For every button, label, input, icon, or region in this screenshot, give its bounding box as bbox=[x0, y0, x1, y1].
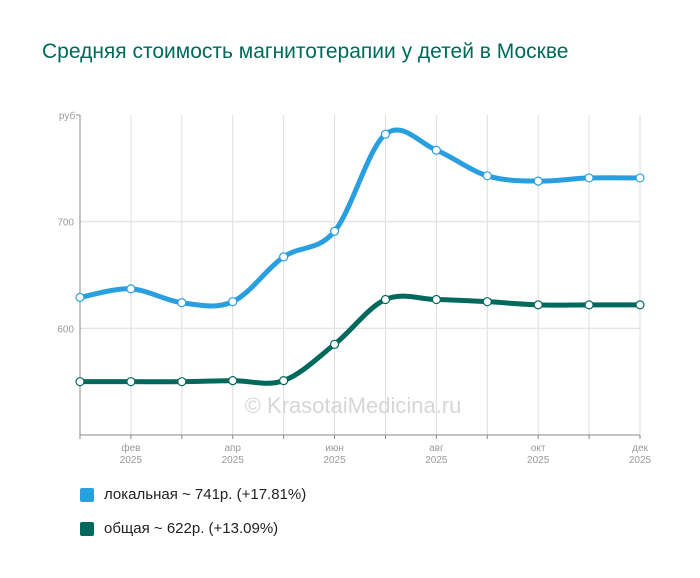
data-point-1 bbox=[126, 377, 136, 387]
x-tick-month: дек bbox=[632, 443, 648, 454]
data-point-0 bbox=[177, 298, 187, 308]
legend-item-general[interactable]: общая ~ 622р. (+13.09%) bbox=[80, 520, 278, 537]
data-point-1 bbox=[75, 377, 85, 387]
x-tick-year: 2025 bbox=[120, 455, 143, 466]
x-tick-year: 2025 bbox=[222, 455, 245, 466]
x-tick-year: 2025 bbox=[629, 455, 652, 466]
y-tick-label: 600 bbox=[57, 324, 74, 335]
data-point-0 bbox=[279, 252, 289, 262]
data-point-0 bbox=[380, 129, 391, 139]
data-point-1 bbox=[177, 377, 187, 387]
data-point-1 bbox=[431, 294, 441, 305]
legend-item-local[interactable]: локальная ~ 741р. (+17.81%) bbox=[80, 486, 306, 503]
data-point-0 bbox=[482, 171, 492, 181]
data-point-0 bbox=[533, 176, 543, 186]
x-tick-year: 2025 bbox=[527, 455, 550, 466]
y-axis-unit: руб. bbox=[59, 110, 78, 122]
legend-swatch-general bbox=[80, 521, 94, 536]
data-point-0 bbox=[431, 145, 441, 155]
y-tick-label: 700 bbox=[57, 218, 74, 229]
legend-swatch-local bbox=[80, 487, 94, 502]
data-point-1 bbox=[279, 376, 289, 386]
series-line-1 bbox=[77, 293, 643, 386]
data-point-1 bbox=[584, 300, 594, 310]
data-point-1 bbox=[380, 294, 391, 305]
x-tick-year: 2025 bbox=[425, 455, 448, 466]
legend-label-general: общая ~ 622р. (+13.09%) bbox=[104, 520, 279, 537]
data-point-1 bbox=[228, 376, 238, 386]
data-point-1 bbox=[482, 297, 492, 307]
x-tick-month: фев bbox=[121, 442, 140, 454]
data-point-0 bbox=[126, 284, 136, 294]
data-point-0 bbox=[635, 173, 645, 183]
data-point-1 bbox=[635, 300, 645, 310]
series-line-0 bbox=[77, 127, 643, 309]
data-point-0 bbox=[329, 226, 340, 236]
legend-label-local: локальная ~ 741р. (+17.81%) bbox=[104, 486, 307, 503]
data-point-0 bbox=[75, 292, 85, 302]
chart-title: Средняя стоимость магнитотерапии у детей… bbox=[42, 40, 569, 63]
x-tick-month: июн bbox=[325, 443, 344, 454]
watermark: © KrasotaiMedicina.ru bbox=[245, 393, 462, 418]
data-point-1 bbox=[329, 339, 340, 349]
x-tick-month: окт bbox=[531, 443, 546, 454]
x-tick-month: авг bbox=[429, 443, 444, 454]
data-point-0 bbox=[228, 297, 238, 307]
x-tick-year: 2025 bbox=[323, 455, 346, 466]
data-point-1 bbox=[533, 300, 543, 310]
x-tick-month: апр bbox=[224, 443, 241, 454]
data-point-0 bbox=[584, 173, 594, 183]
